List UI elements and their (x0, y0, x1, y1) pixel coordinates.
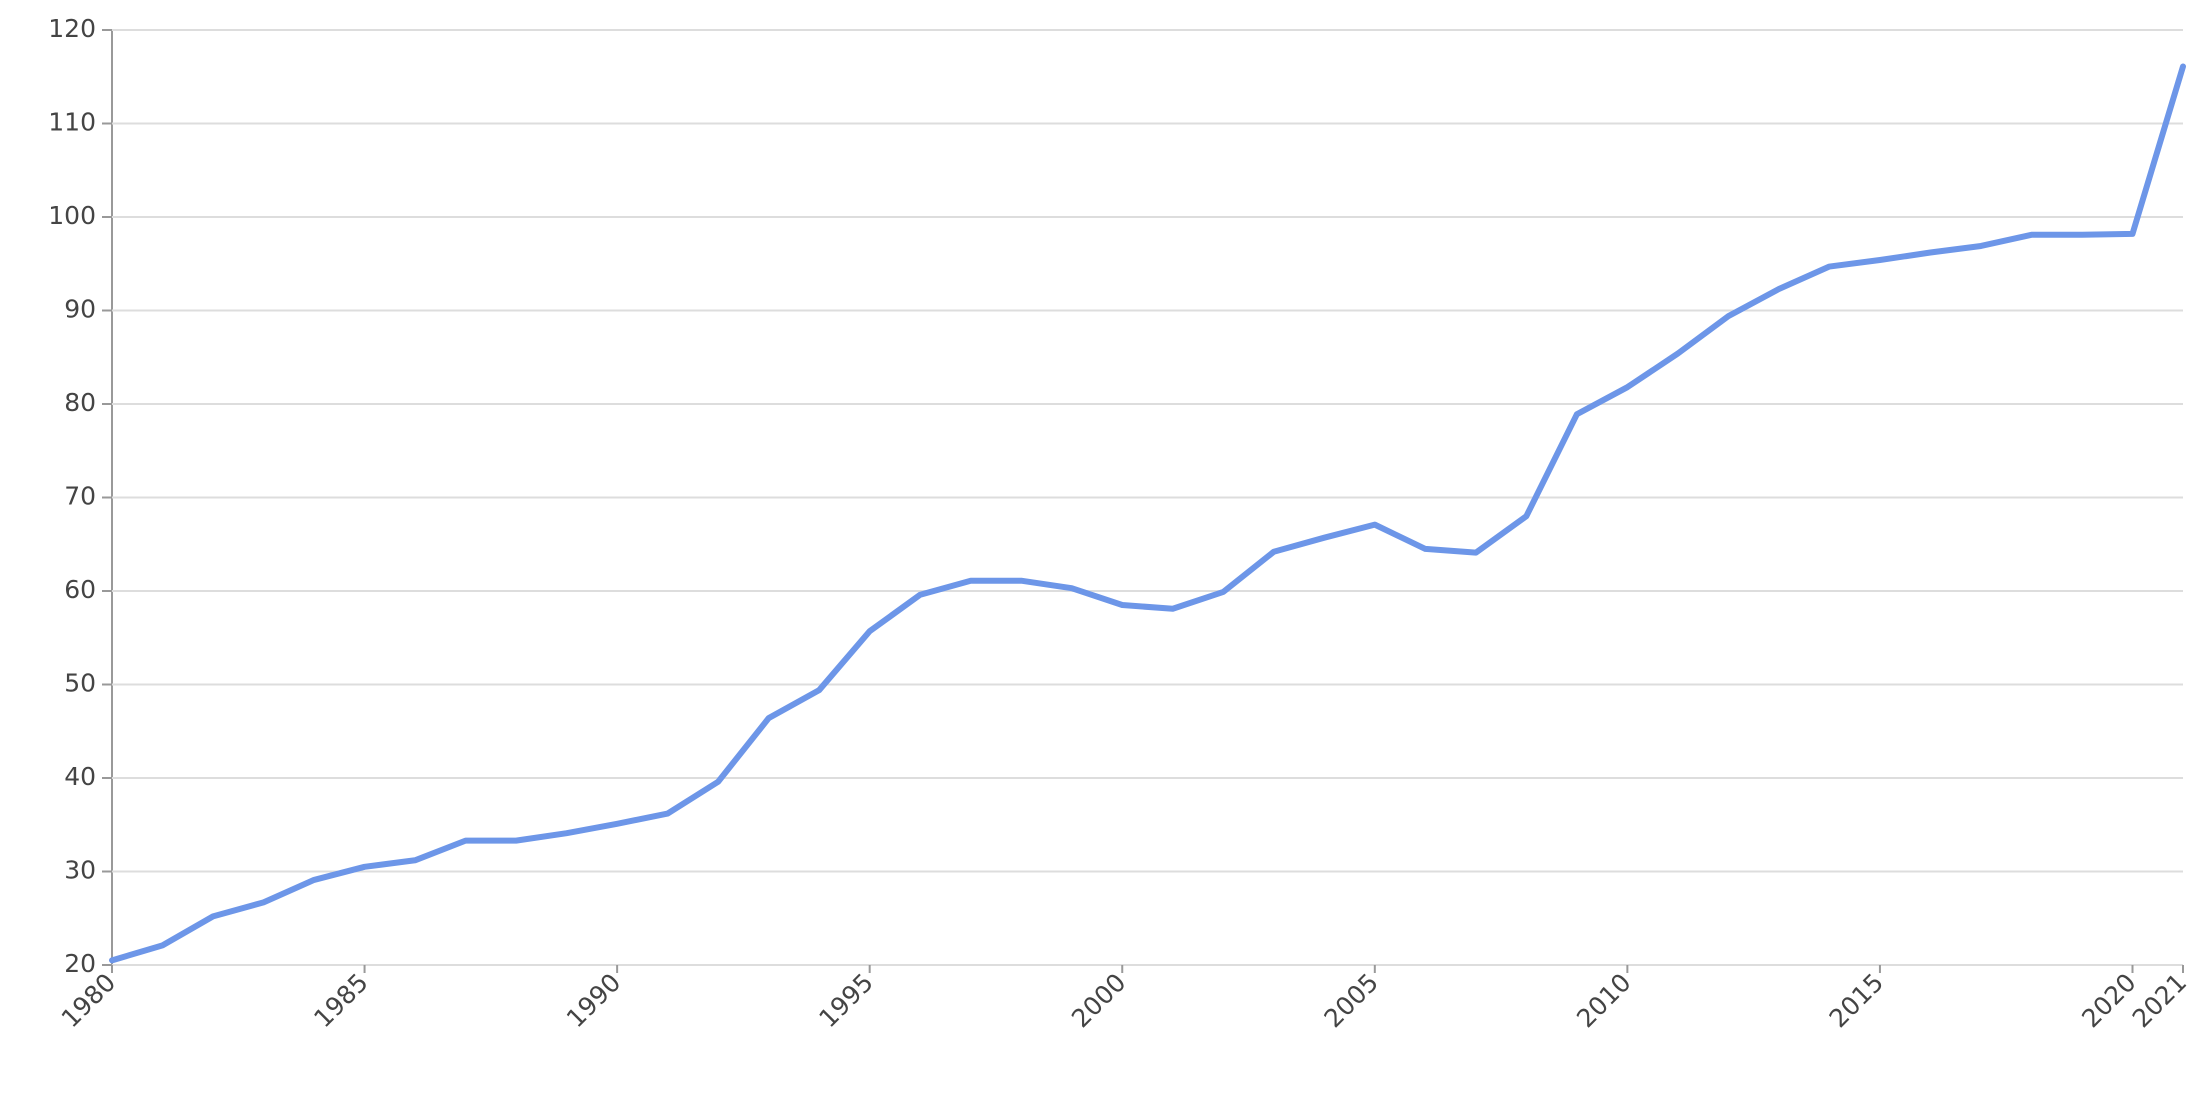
y-tick-label: 110 (48, 108, 96, 137)
x-tick-label: 2015 (1824, 968, 1889, 1033)
y-tick-label: 120 (48, 14, 96, 43)
y-tick-label: 60 (64, 575, 96, 604)
y-tick-label: 20 (64, 949, 96, 978)
y-tick-label: 30 (64, 856, 96, 885)
data-line (109, 63, 2186, 964)
y-tick-label: 90 (64, 295, 96, 324)
y-tick-label: 50 (64, 669, 96, 698)
y-tick-label: 70 (64, 482, 96, 511)
x-tick-label: 1985 (308, 968, 373, 1033)
x-tick-label: 2010 (1571, 968, 1636, 1033)
y-tick-label: 40 (64, 762, 96, 791)
x-tick-label: 2021 (2127, 968, 2192, 1033)
y-tick-label: 80 (64, 388, 96, 417)
x-tick-label: 2020 (2076, 968, 2141, 1033)
x-tick-label: 2000 (1066, 968, 1131, 1033)
x-tick-label: 1995 (813, 968, 878, 1033)
x-tick-label: 2005 (1319, 968, 1384, 1033)
x-tick-label: 1990 (561, 968, 626, 1033)
y-tick-label: 100 (48, 201, 96, 230)
